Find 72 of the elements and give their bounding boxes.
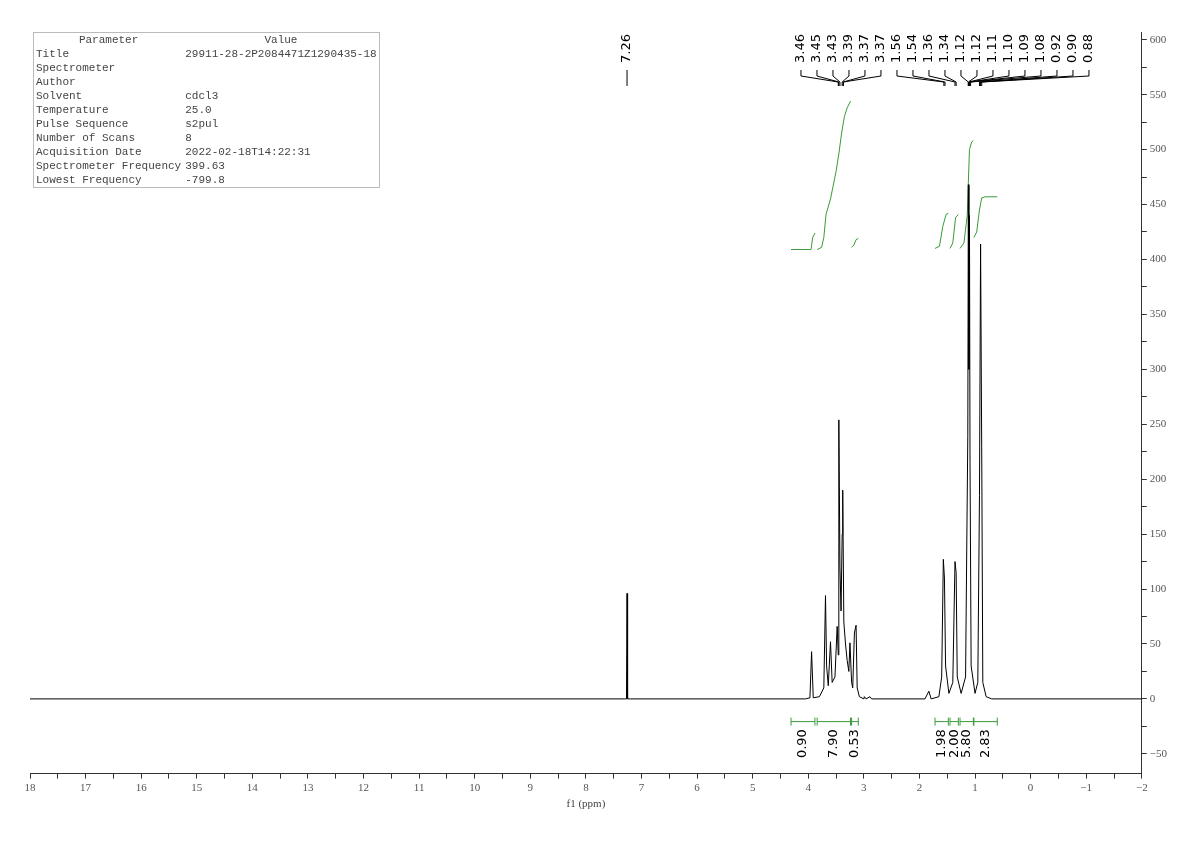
annotation: 3.43 <box>824 34 840 63</box>
x-tick-label: −1 <box>1080 781 1093 794</box>
annotation: 1.34 <box>936 34 952 63</box>
text: Acquisition Date 2022-02-18T14:22:31 <box>36 146 311 158</box>
annotation: 3.37 <box>872 34 888 63</box>
y-tick-label: 100 <box>1149 581 1167 594</box>
annotation: 0.90 <box>1064 34 1080 63</box>
x-tick-label: 0 <box>1027 781 1034 794</box>
x-tick-label: 5 <box>749 781 756 794</box>
annotation: 1.11 <box>984 34 1000 63</box>
y-tick-label: 50 <box>1149 636 1162 649</box>
annotation: 0.53 <box>846 729 862 759</box>
annotation: 0.92 <box>1048 34 1064 63</box>
text: Temperature 25.0 <box>36 104 212 116</box>
y-tick-label: −50 <box>1149 746 1168 759</box>
annotation: 5.80 <box>958 729 974 759</box>
x-tick-label: 1 <box>972 781 978 794</box>
y-tick-label: 200 <box>1149 472 1167 485</box>
annotation: 3.39 <box>840 34 856 63</box>
annotation: 0.88 <box>1080 34 1096 63</box>
x-tick-label: 14 <box>246 781 259 794</box>
x-axis-title: f1 (ppm) <box>566 797 606 811</box>
x-tick-label: 9 <box>527 781 534 794</box>
y-tick-label: 250 <box>1149 417 1167 430</box>
annotation: 1.12 <box>952 34 968 63</box>
y-tick-label: 400 <box>1149 252 1167 265</box>
annotation: 1.56 <box>888 34 904 63</box>
y-tick-label: 0 <box>1149 691 1156 704</box>
text: Title 29911-28-2P2084471Z1290435-18 <box>36 48 377 60</box>
y-tick-label: 550 <box>1149 87 1167 100</box>
x-tick-label: 15 <box>191 781 203 794</box>
y-tick-label: 150 <box>1149 526 1167 539</box>
y-tick-label: 350 <box>1149 307 1167 320</box>
annotation: 1.10 <box>1000 34 1016 63</box>
annotation: 2.83 <box>976 729 992 759</box>
y-tick-label: 300 <box>1149 362 1167 375</box>
annotation: Spectrometer Frequency 399.63 <box>35 159 226 173</box>
annotation: 1.36 <box>920 34 936 63</box>
text: Solvent cdcl3 <box>36 90 219 102</box>
x-tick-label: 13 <box>302 781 314 794</box>
annotation: Spectrometer <box>35 61 117 75</box>
x-tick-label: 10 <box>469 781 481 794</box>
x-tick-label: 17 <box>80 781 92 794</box>
text: Number of Scans 8 <box>36 132 192 144</box>
x-tick-label: 16 <box>135 781 148 794</box>
x-tick-label: 8 <box>583 781 590 794</box>
annotation: 7.26 <box>618 34 634 63</box>
annotation: Author <box>35 75 77 89</box>
annotation: 7.90 <box>825 729 841 759</box>
annotation: 1.54 <box>904 34 920 63</box>
y-tick-label: 500 <box>1149 142 1167 155</box>
annotation: 3.37 <box>856 34 872 63</box>
y-tick-label: 450 <box>1149 197 1167 210</box>
text: Pulse Sequence s2pul <box>36 118 219 130</box>
x-tick-label: 2 <box>916 781 923 794</box>
x-tick-label: 7 <box>638 781 645 794</box>
text: Lowest Frequency -799.8 <box>36 174 225 186</box>
x-tick-label: 4 <box>805 781 812 794</box>
x-tick-label: 6 <box>694 781 701 794</box>
annotation: 3.46 <box>792 34 808 63</box>
x-tick-label: 12 <box>358 781 370 794</box>
annotation: 1.12 <box>968 34 984 63</box>
annotation: 3.45 <box>808 34 824 63</box>
annotation: 0.90 <box>794 729 810 759</box>
x-tick-label: 11 <box>413 781 425 794</box>
annotation: 1.09 <box>1016 34 1032 63</box>
x-tick-label: −2 <box>1135 781 1148 794</box>
x-tick-label: 18 <box>24 781 36 794</box>
y-tick-label: 600 <box>1149 32 1167 45</box>
x-tick-label: 3 <box>861 781 868 794</box>
annotation: 1.08 <box>1032 34 1048 63</box>
text: Parameter Value <box>78 34 298 46</box>
